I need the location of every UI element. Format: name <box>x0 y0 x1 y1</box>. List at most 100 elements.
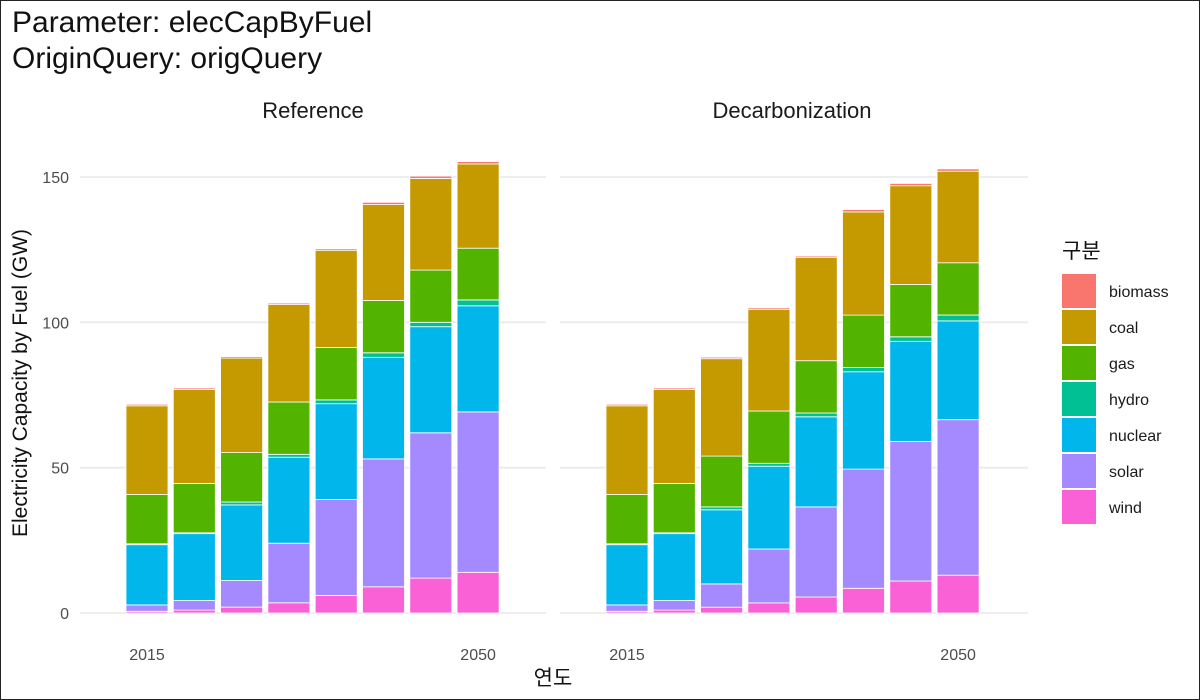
legend-label-nuclear: nuclear <box>1109 428 1162 445</box>
bar-decarbonization-2030-nuclear <box>747 465 791 550</box>
bar-reference-2050-nuclear <box>456 305 500 413</box>
bar-decarbonization-2030-biomass <box>747 307 791 310</box>
bar-reference-2050-coal <box>456 163 500 249</box>
bar-decarbonization-2030-solar <box>747 548 791 604</box>
bar-reference-2020-biomass <box>172 387 216 390</box>
bar-decarbonization-2035-solar <box>794 506 838 598</box>
bar-reference-2025-hydro <box>220 501 264 506</box>
bar-decarbonization-2020-nuclear <box>652 533 696 601</box>
bar-reference-2035-gas <box>314 347 358 401</box>
bar-reference-2040-hydro <box>362 352 405 358</box>
bar-decarbonization-2050-coal <box>936 170 980 264</box>
bar-decarbonization-2045-wind <box>889 580 933 614</box>
bar-reference-2045-biomass <box>409 175 453 179</box>
bar-decarbonization-2040-hydro <box>842 366 885 373</box>
bar-reference-2040-coal <box>362 204 405 301</box>
bar-reference-2015-nuclear <box>125 544 169 606</box>
legend-swatch-nuclear <box>1062 418 1096 452</box>
bar-reference-2050-solar <box>456 411 500 573</box>
y-tick-label-50: 50 <box>51 461 69 478</box>
x-tick-label-reference-2015: 2015 <box>129 647 165 664</box>
bar-decarbonization-2025-coal <box>700 358 743 457</box>
bar-decarbonization-2040-coal <box>842 211 885 316</box>
bar-decarbonization-2050-gas <box>936 262 980 316</box>
chart-title-line2: OriginQuery: origQuery <box>12 42 323 75</box>
x-tick-label-reference-2050: 2050 <box>460 647 496 664</box>
bar-decarbonization-2050-nuclear <box>936 320 980 421</box>
bar-decarbonization-2040-biomass <box>842 209 885 213</box>
bar-decarbonization-2015-biomass <box>605 403 649 407</box>
bar-decarbonization-2045-biomass <box>889 182 933 187</box>
bar-reference-2025-solar <box>220 580 264 608</box>
bar-reference-2015-biomass <box>125 403 169 407</box>
bar-reference-2035-solar <box>314 499 358 596</box>
bar-decarbonization-2045-hydro <box>889 336 933 342</box>
bar-reference-2045-solar <box>409 432 453 579</box>
bar-reference-2030-gas <box>267 401 311 455</box>
bar-decarbonization-2015-coal <box>605 405 649 495</box>
bar-decarbonization-2045-coal <box>889 185 933 285</box>
bar-decarbonization-2050-biomass <box>936 168 980 172</box>
x-axis-title: 연도 <box>534 667 573 690</box>
bar-reference-2035-coal <box>314 249 358 348</box>
legend-title: 구분 <box>1062 240 1101 263</box>
bar-decarbonization-2045-gas <box>889 284 933 338</box>
bar-decarbonization-2025-biomass <box>700 356 743 360</box>
bar-decarbonization-2030-wind <box>747 602 791 614</box>
legend-label-hydro: hydro <box>1109 392 1149 409</box>
bar-reference-2040-biomass <box>362 201 405 206</box>
legend: 구분 biomass coal gas hydro nuclear solar wind <box>1062 240 1169 524</box>
bar-reference-2030-nuclear <box>267 456 311 544</box>
bar-reference-2050-biomass <box>456 161 500 165</box>
labels-layer: Reference 2015 2050 Decarbonization 2015 2050… <box>9 98 976 690</box>
bar-reference-2040-wind <box>362 586 405 614</box>
bar-decarbonization-2020-coal <box>652 389 696 484</box>
bar-reference-2035-nuclear <box>314 403 358 501</box>
bar-reference-2040-gas <box>362 300 405 354</box>
legend-swatch-hydro <box>1062 382 1096 416</box>
bar-decarbonization-2035-hydro <box>794 412 838 418</box>
bar-reference-2025-coal <box>220 357 264 454</box>
bar-reference-2045-hydro <box>409 321 453 328</box>
bar-reference-2025-gas <box>220 452 264 503</box>
legend-swatch-biomass <box>1062 274 1096 308</box>
bar-decarbonization-2015-solar <box>605 604 649 612</box>
legend-swatch-gas <box>1062 346 1096 380</box>
bar-reference-2025-wind <box>220 606 264 614</box>
bar-reference-2015-gas <box>125 493 169 545</box>
bar-decarbonization-2025-hydro <box>700 506 743 511</box>
bar-decarbonization-2015-nuclear <box>605 544 649 606</box>
bar-reference-2020-coal <box>172 389 216 484</box>
bar-reference-2020-wind <box>172 609 216 614</box>
x-tick-label-decarbonization-2050: 2050 <box>940 647 976 664</box>
bar-reference-2050-hydro <box>456 299 500 307</box>
bar-reference-2040-nuclear <box>362 356 405 460</box>
bars-layer <box>125 161 980 614</box>
bar-decarbonization-2025-gas <box>700 455 743 508</box>
bar-decarbonization-2030-hydro <box>747 462 791 467</box>
legend-label-wind: wind <box>1108 500 1142 517</box>
bar-decarbonization-2040-gas <box>842 314 885 368</box>
chart-title-line1: Parameter: elecCapByFuel <box>12 6 373 39</box>
bar-decarbonization-2025-nuclear <box>700 509 743 585</box>
bar-reference-2035-hydro <box>314 399 358 405</box>
bar-decarbonization-2020-gas <box>652 482 696 534</box>
bar-reference-2025-biomass <box>220 356 264 359</box>
bar-decarbonization-2040-nuclear <box>842 371 885 470</box>
bar-decarbonization-2030-coal <box>747 308 791 412</box>
bar-decarbonization-2035-gas <box>794 360 838 414</box>
bar-reference-2030-solar <box>267 542 311 604</box>
bar-reference-2030-wind <box>267 602 311 614</box>
bar-reference-2030-biomass <box>267 302 311 306</box>
y-axis-title: Electricity Capacity by Fuel (GW) <box>9 229 32 537</box>
bar-decarbonization-2040-solar <box>842 468 885 589</box>
bar-decarbonization-2015-gas <box>605 493 649 545</box>
bar-decarbonization-2035-wind <box>794 596 838 614</box>
bar-decarbonization-2035-nuclear <box>794 416 838 508</box>
legend-label-coal: coal <box>1109 320 1138 337</box>
bar-decarbonization-2040-wind <box>842 587 885 614</box>
bar-reference-2050-gas <box>456 247 500 301</box>
bar-reference-2030-hydro <box>267 453 311 458</box>
bar-reference-2035-wind <box>314 595 358 614</box>
